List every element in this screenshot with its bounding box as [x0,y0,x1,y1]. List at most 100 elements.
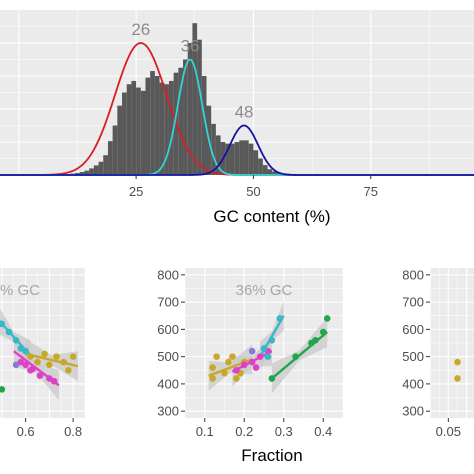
histogram-bar [262,165,268,175]
data-point [50,377,58,385]
y-tick-label: 400 [157,376,179,391]
x-tick-label: 0.4 [314,424,332,439]
y-tick-label: 800 [402,267,424,282]
data-point [252,364,260,371]
histogram-bar [272,171,277,175]
data-point [319,328,327,336]
data-point [233,375,240,382]
histogram-bar [79,172,85,175]
histogram-bar [239,140,245,175]
histogram-bar [164,84,169,175]
data-point [209,364,216,371]
histogram-x-axis: 25 50 75 [129,175,378,199]
data-point [276,315,284,322]
histogram-bar [117,105,123,175]
histogram-bar [112,125,118,175]
histogram-bar [215,135,221,175]
x-tick-label: 75 [364,184,378,199]
histogram-bar [126,84,132,175]
histogram-bar [107,141,113,175]
histogram-bar [103,155,108,175]
data-point [53,353,60,360]
data-point [248,347,256,355]
scatter-panel-left: % GC 0.6 0.8 [0,268,86,439]
histogram-bar [178,67,184,175]
x-tick-label: 0.3 [275,424,293,439]
data-point [34,358,41,366]
data-point [312,336,319,344]
peak-label-48: 48 [235,103,254,122]
data-point [225,358,232,366]
data-point [36,372,44,380]
histogram-bar [267,169,273,175]
data-point [22,361,29,369]
panel-title: % GC [0,282,40,299]
histogram-x-axis-title: GC content (%) [213,207,330,226]
data-point [0,320,6,328]
data-point [233,366,240,374]
data-point [5,328,13,336]
peak-label-26: 26 [131,20,150,39]
histogram-bar [122,92,127,175]
x-tick-label: 50 [246,184,260,199]
y-tick-label: 300 [157,404,179,419]
scatter-x-axis-title: Fraction [241,446,302,465]
y-tick-label: 300 [402,404,424,419]
histogram-bar [84,170,90,175]
histogram-bar [201,76,207,175]
histogram-bar [98,161,104,175]
x-tick-label: 0.6 [17,424,35,439]
y-tick-label: 500 [157,349,179,364]
histogram-bar [159,82,165,175]
histogram-bar [150,71,155,175]
data-point [12,336,20,344]
histogram-bar [168,80,174,175]
histogram-bar [183,59,188,175]
data-point [323,315,331,322]
y-tick-label: 700 [402,295,424,310]
y-tick-label: 700 [157,295,179,310]
x-tick-label: 0.1 [196,424,214,439]
data-point [209,375,216,382]
data-point [260,345,268,352]
histogram-bar [211,123,216,175]
data-point [213,353,220,360]
histogram-bar [229,143,235,175]
histogram-bar [89,168,94,175]
histogram-bar [75,173,80,175]
histogram-panel: 26 36 48 25 50 75 GC content (%) [0,10,474,226]
histogram-bar [197,39,202,176]
histogram-bar [225,143,230,175]
x-tick-label: 0.8 [64,424,82,439]
data-point [454,358,461,366]
y-tick-label: 500 [402,349,424,364]
data-point [69,353,77,360]
data-point [240,361,248,369]
x-tick-label: 0.2 [235,424,253,439]
histogram-bar [192,23,198,176]
histogram-fit-curves [0,42,474,176]
data-point [229,353,236,360]
histogram-bar [136,87,141,175]
histogram-bar [145,77,151,175]
data-point [454,375,461,382]
histogram-bar [253,150,259,175]
data-point [292,353,299,360]
data-point [60,358,67,366]
data-point [41,350,48,358]
histogram-bar [187,43,193,175]
y-tick-label: 600 [402,322,424,337]
x-tick-label: 0.05 [436,424,461,439]
data-point [65,366,72,374]
data-point [27,366,34,374]
data-point [12,361,20,369]
data-point [268,336,276,344]
x-tick-label: 25 [129,184,143,199]
fit-line [25,352,79,368]
scatter-panel-right: 300 400 500 600 700 800 0.05 [402,267,474,439]
scatter-panel-middle: 36% GC 300 400 500 600 700 800 0.1 0.2 0.3 0.4 [157,267,344,439]
y-tick-label: 400 [402,376,424,391]
y-tick-label: 800 [157,267,179,282]
histogram-bar [131,80,137,175]
